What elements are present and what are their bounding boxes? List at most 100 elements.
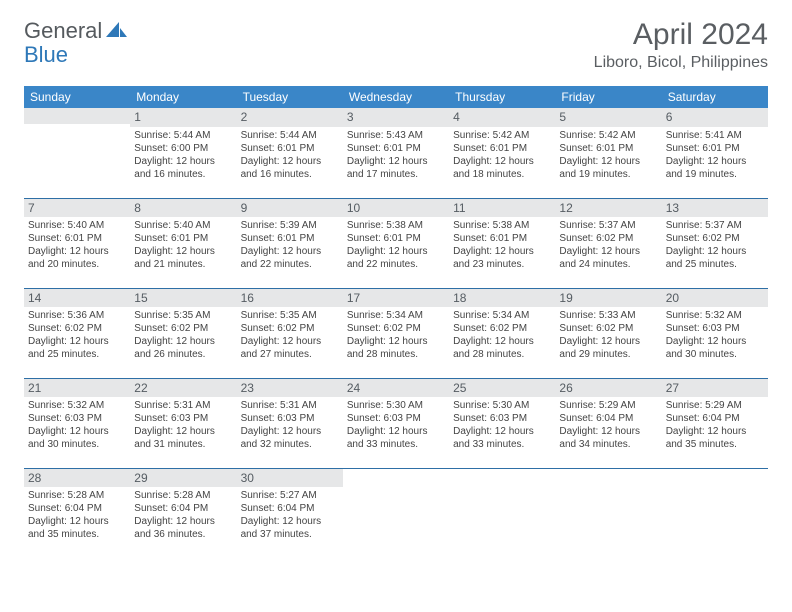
calendar-cell: 30Sunrise: 5:27 AMSunset: 6:04 PMDayligh… bbox=[237, 468, 343, 558]
calendar-cell: 23Sunrise: 5:31 AMSunset: 6:03 PMDayligh… bbox=[237, 378, 343, 468]
day-number: 26 bbox=[555, 379, 661, 398]
calendar-cell: 29Sunrise: 5:28 AMSunset: 6:04 PMDayligh… bbox=[130, 468, 236, 558]
calendar-cell: 26Sunrise: 5:29 AMSunset: 6:04 PMDayligh… bbox=[555, 378, 661, 468]
day-number: 6 bbox=[662, 108, 768, 127]
calendar-cell: 18Sunrise: 5:34 AMSunset: 6:02 PMDayligh… bbox=[449, 288, 555, 378]
sunrise-text: Sunrise: 5:30 AM bbox=[453, 399, 551, 412]
sunset-text: Sunset: 6:01 PM bbox=[241, 142, 339, 155]
sunrise-text: Sunrise: 5:38 AM bbox=[347, 219, 445, 232]
sunset-text: Sunset: 6:03 PM bbox=[347, 412, 445, 425]
logo-word1: General bbox=[24, 18, 102, 44]
calendar-table: Sunday Monday Tuesday Wednesday Thursday… bbox=[24, 86, 768, 558]
calendar-cell bbox=[343, 468, 449, 558]
calendar-page: General April 2024 Liboro, Bicol, Philip… bbox=[0, 0, 792, 576]
sunrise-text: Sunrise: 5:38 AM bbox=[453, 219, 551, 232]
sunrise-text: Sunrise: 5:28 AM bbox=[134, 489, 232, 502]
calendar-week-row: 21Sunrise: 5:32 AMSunset: 6:03 PMDayligh… bbox=[24, 378, 768, 468]
sunset-text: Sunset: 6:02 PM bbox=[134, 322, 232, 335]
daylight1-text: Daylight: 12 hours bbox=[347, 425, 445, 438]
daylight1-text: Daylight: 12 hours bbox=[28, 245, 126, 258]
sunset-text: Sunset: 6:01 PM bbox=[453, 232, 551, 245]
day-number: 29 bbox=[130, 469, 236, 488]
daylight2-text: and 32 minutes. bbox=[241, 438, 339, 451]
day-header: Tuesday bbox=[237, 86, 343, 108]
sunset-text: Sunset: 6:03 PM bbox=[134, 412, 232, 425]
day-header: Saturday bbox=[662, 86, 768, 108]
daylight1-text: Daylight: 12 hours bbox=[347, 245, 445, 258]
calendar-cell: 4Sunrise: 5:42 AMSunset: 6:01 PMDaylight… bbox=[449, 108, 555, 198]
day-number: 10 bbox=[343, 199, 449, 218]
daylight1-text: Daylight: 12 hours bbox=[666, 335, 764, 348]
day-number: 2 bbox=[237, 108, 343, 127]
calendar-cell bbox=[24, 108, 130, 198]
sunrise-text: Sunrise: 5:30 AM bbox=[347, 399, 445, 412]
sunrise-text: Sunrise: 5:31 AM bbox=[241, 399, 339, 412]
sunrise-text: Sunrise: 5:37 AM bbox=[666, 219, 764, 232]
calendar-cell: 28Sunrise: 5:28 AMSunset: 6:04 PMDayligh… bbox=[24, 468, 130, 558]
sunrise-text: Sunrise: 5:42 AM bbox=[559, 129, 657, 142]
daylight2-text: and 22 minutes. bbox=[347, 258, 445, 271]
calendar-week-row: 14Sunrise: 5:36 AMSunset: 6:02 PMDayligh… bbox=[24, 288, 768, 378]
day-header: Friday bbox=[555, 86, 661, 108]
daylight2-text: and 20 minutes. bbox=[28, 258, 126, 271]
logo-word2-wrap: Blue bbox=[24, 42, 68, 68]
calendar-cell: 16Sunrise: 5:35 AMSunset: 6:02 PMDayligh… bbox=[237, 288, 343, 378]
logo: General bbox=[24, 18, 130, 44]
daylight2-text: and 31 minutes. bbox=[134, 438, 232, 451]
daylight1-text: Daylight: 12 hours bbox=[559, 245, 657, 258]
sunset-text: Sunset: 6:02 PM bbox=[453, 322, 551, 335]
sunrise-text: Sunrise: 5:31 AM bbox=[134, 399, 232, 412]
daylight1-text: Daylight: 12 hours bbox=[666, 245, 764, 258]
sunset-text: Sunset: 6:03 PM bbox=[28, 412, 126, 425]
sunset-text: Sunset: 6:04 PM bbox=[241, 502, 339, 515]
sunrise-text: Sunrise: 5:32 AM bbox=[666, 309, 764, 322]
day-number: 8 bbox=[130, 199, 236, 218]
sunset-text: Sunset: 6:04 PM bbox=[134, 502, 232, 515]
sunset-text: Sunset: 6:02 PM bbox=[666, 232, 764, 245]
daylight1-text: Daylight: 12 hours bbox=[453, 335, 551, 348]
daylight1-text: Daylight: 12 hours bbox=[134, 425, 232, 438]
daylight1-text: Daylight: 12 hours bbox=[453, 245, 551, 258]
calendar-cell: 13Sunrise: 5:37 AMSunset: 6:02 PMDayligh… bbox=[662, 198, 768, 288]
location: Liboro, Bicol, Philippines bbox=[594, 54, 768, 72]
day-number: 17 bbox=[343, 289, 449, 308]
daylight1-text: Daylight: 12 hours bbox=[559, 425, 657, 438]
calendar-cell: 1Sunrise: 5:44 AMSunset: 6:00 PMDaylight… bbox=[130, 108, 236, 198]
calendar-cell: 2Sunrise: 5:44 AMSunset: 6:01 PMDaylight… bbox=[237, 108, 343, 198]
logo-sail-icon bbox=[106, 20, 128, 43]
daylight1-text: Daylight: 12 hours bbox=[241, 515, 339, 528]
sunset-text: Sunset: 6:01 PM bbox=[28, 232, 126, 245]
daylight2-text: and 19 minutes. bbox=[559, 168, 657, 181]
day-header: Sunday bbox=[24, 86, 130, 108]
daylight1-text: Daylight: 12 hours bbox=[134, 515, 232, 528]
sunrise-text: Sunrise: 5:40 AM bbox=[28, 219, 126, 232]
day-number: 30 bbox=[237, 469, 343, 488]
calendar-cell: 5Sunrise: 5:42 AMSunset: 6:01 PMDaylight… bbox=[555, 108, 661, 198]
sunrise-text: Sunrise: 5:35 AM bbox=[134, 309, 232, 322]
calendar-body: 1Sunrise: 5:44 AMSunset: 6:00 PMDaylight… bbox=[24, 108, 768, 558]
sunrise-text: Sunrise: 5:28 AM bbox=[28, 489, 126, 502]
daylight2-text: and 25 minutes. bbox=[666, 258, 764, 271]
sunset-text: Sunset: 6:03 PM bbox=[666, 322, 764, 335]
day-number: 27 bbox=[662, 379, 768, 398]
calendar-cell: 17Sunrise: 5:34 AMSunset: 6:02 PMDayligh… bbox=[343, 288, 449, 378]
day-number: 16 bbox=[237, 289, 343, 308]
daylight1-text: Daylight: 12 hours bbox=[666, 155, 764, 168]
calendar-cell bbox=[555, 468, 661, 558]
calendar-cell: 24Sunrise: 5:30 AMSunset: 6:03 PMDayligh… bbox=[343, 378, 449, 468]
sunrise-text: Sunrise: 5:29 AM bbox=[559, 399, 657, 412]
calendar-cell: 25Sunrise: 5:30 AMSunset: 6:03 PMDayligh… bbox=[449, 378, 555, 468]
day-number: 22 bbox=[130, 379, 236, 398]
calendar-cell: 8Sunrise: 5:40 AMSunset: 6:01 PMDaylight… bbox=[130, 198, 236, 288]
daylight2-text: and 22 minutes. bbox=[241, 258, 339, 271]
sunrise-text: Sunrise: 5:29 AM bbox=[666, 399, 764, 412]
sunset-text: Sunset: 6:02 PM bbox=[347, 322, 445, 335]
daylight2-text: and 18 minutes. bbox=[453, 168, 551, 181]
calendar-week-row: 1Sunrise: 5:44 AMSunset: 6:00 PMDaylight… bbox=[24, 108, 768, 198]
sunrise-text: Sunrise: 5:34 AM bbox=[453, 309, 551, 322]
sunset-text: Sunset: 6:03 PM bbox=[241, 412, 339, 425]
day-number: 9 bbox=[237, 199, 343, 218]
calendar-cell: 15Sunrise: 5:35 AMSunset: 6:02 PMDayligh… bbox=[130, 288, 236, 378]
day-header: Wednesday bbox=[343, 86, 449, 108]
daylight1-text: Daylight: 12 hours bbox=[28, 425, 126, 438]
